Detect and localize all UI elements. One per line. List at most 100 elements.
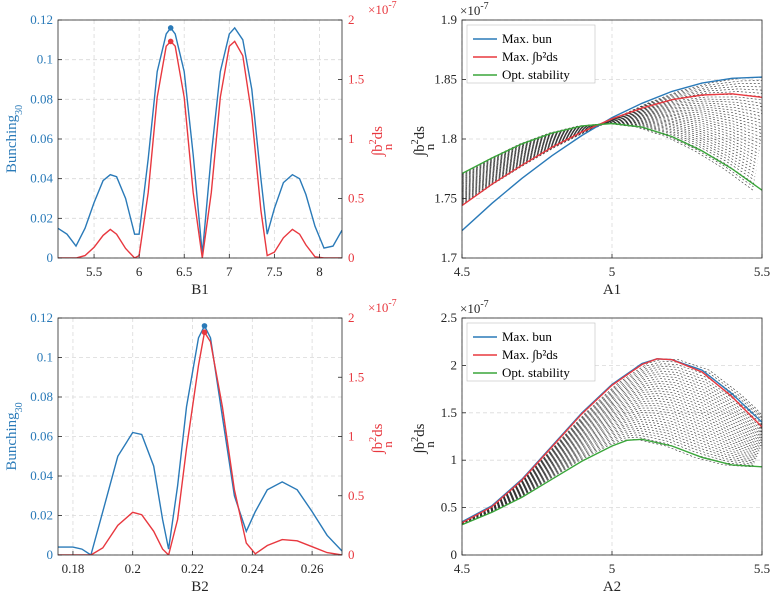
family-curve	[462, 430, 756, 525]
family-curve	[462, 104, 762, 196]
y-tick-label: 0.08	[30, 389, 53, 404]
chart-p2: 4.5 5 5.5A11.71.751.81.851.9∫b2dsn×10-7Max…	[410, 1, 770, 298]
legend-entry: Max. bun	[502, 31, 552, 46]
family-curve	[462, 117, 761, 187]
family-curve	[462, 358, 762, 523]
x-tick-label: 4.5	[454, 561, 470, 576]
y-axis-label-left-part: 30	[14, 105, 25, 115]
family-curve	[462, 122, 756, 179]
family-curve	[462, 378, 762, 523]
family-curve	[462, 110, 762, 192]
family-curve	[462, 409, 761, 524]
y-axis-label-left: Bunching30	[4, 105, 25, 173]
y-tick-label: 0.08	[30, 91, 53, 106]
y-tick-label: 0.5	[441, 500, 457, 515]
x-tick-label: 5.5	[754, 264, 770, 279]
y-tick-label: 0.1	[37, 350, 53, 365]
exponent-base: ×10	[368, 2, 388, 17]
family-curve	[462, 434, 755, 525]
series-line-1	[462, 358, 762, 524]
y-tick-label: 1.9	[441, 12, 457, 27]
plot-content	[462, 358, 762, 526]
y-tick-label: 0.12	[30, 310, 53, 325]
exponent-label-right: ×10-7	[368, 298, 397, 315]
exponent-base: ×10	[368, 300, 388, 315]
exponent-label: ×10-7	[460, 1, 489, 18]
chart-p1: 5.5 6 6.5 7 7.5 8 B1 0 0.02 0.04 0.06 0.08 0.1 0.12 Bu…	[4, 0, 397, 298]
y-axis-label-left: Bunching30	[4, 402, 25, 470]
y-axis-label-left-sub: n	[422, 143, 437, 150]
y-tick-label: 0.02	[30, 210, 53, 225]
legend: Max. bun Max. ∫b²ds Opt. stability	[466, 24, 596, 84]
peak-marker	[167, 38, 174, 45]
x-tick-label: 4.5	[454, 264, 470, 279]
y-axis-label-left-part: Bunching	[4, 412, 20, 471]
y-axis-label-right-part: ds	[370, 126, 386, 140]
peak-marker	[201, 329, 208, 336]
y-tick-label: 0	[47, 250, 54, 265]
family-curve	[462, 395, 762, 524]
exponent-power: -7	[388, 298, 396, 309]
family-curve	[462, 432, 755, 525]
series-line-1	[58, 40, 342, 258]
x-axis-label: A1	[603, 282, 621, 298]
x-tick-label: 7	[226, 264, 233, 279]
y-axis-label-left: ∫b2ds	[410, 126, 428, 157]
legend-entry: Max. ∫b²ds	[502, 49, 558, 65]
family-curve	[462, 414, 759, 524]
family-curve	[462, 119, 759, 185]
legend-entry: Opt. stability	[502, 365, 570, 380]
plot-content	[462, 76, 762, 232]
y-tick-label: 0	[47, 547, 54, 562]
exponent-base: ×10	[460, 301, 480, 316]
y-tick-label: 0.12	[30, 12, 53, 27]
y-tick-label: 2	[451, 357, 458, 372]
x-tick-label: 0.22	[181, 561, 204, 576]
x-tick-label: 5	[609, 264, 616, 279]
family-curve	[462, 392, 762, 524]
y-tick-label-right: 0.5	[348, 488, 364, 503]
y-axis-label-right-part: 2	[368, 437, 379, 442]
y-axis-label-left-part: ∫b	[412, 144, 428, 157]
x-tick-label: 0.2	[125, 561, 141, 576]
family-curve	[462, 118, 760, 186]
y-tick-label: 1	[451, 452, 458, 467]
y-axis-label-left-part: ds	[412, 423, 428, 437]
y-axis-label-left: ∫b2ds	[410, 423, 428, 454]
y-tick-label: 0.06	[30, 429, 53, 444]
series-line-0	[58, 26, 342, 255]
family-curve	[462, 416, 759, 525]
series-line-2	[462, 122, 762, 191]
family-curve	[462, 388, 762, 524]
y-axis-label-left-part: 30	[14, 402, 25, 412]
x-tick-label: 6	[136, 264, 143, 279]
y-axis-label-right-sub: n	[380, 143, 395, 150]
exponent-label: ×10-7	[460, 299, 489, 316]
family-curve	[462, 385, 762, 523]
y-axis-label-right-sub: n	[380, 441, 395, 448]
y-tick-label: 2.5	[441, 310, 457, 325]
y-tick-label-right: 2	[348, 310, 355, 325]
peak-marker	[201, 323, 208, 329]
family-curve	[462, 116, 761, 187]
family-curve	[462, 91, 762, 202]
x-tick-label: 0.26	[301, 561, 324, 576]
y-tick-label: 0.06	[30, 131, 53, 146]
legend: Max. bun Max. ∫b²ds Opt. stability	[466, 322, 596, 382]
x-tick-label: 8	[316, 264, 323, 279]
y-axis-label-right-part: ∫b	[370, 442, 386, 455]
x-tick-label: 6.5	[176, 264, 192, 279]
x-axis-label: B1	[191, 282, 209, 298]
y-axis-label-left-part: ∫b	[412, 442, 428, 455]
plot-content	[58, 25, 342, 258]
legend-entry: Opt. stability	[502, 67, 570, 82]
family-curve	[462, 85, 762, 204]
x-axis-label: B2	[191, 579, 209, 595]
family-curve	[462, 425, 757, 525]
peak-marker	[167, 25, 174, 31]
series-line-1	[58, 330, 342, 555]
chart-p3: 0.18 0.2 0.22 0.24 0.26 B2 0 0.02 0.04 0.06 0.08 0.…	[4, 298, 397, 595]
exponent-label-right: ×10-7	[368, 0, 397, 17]
